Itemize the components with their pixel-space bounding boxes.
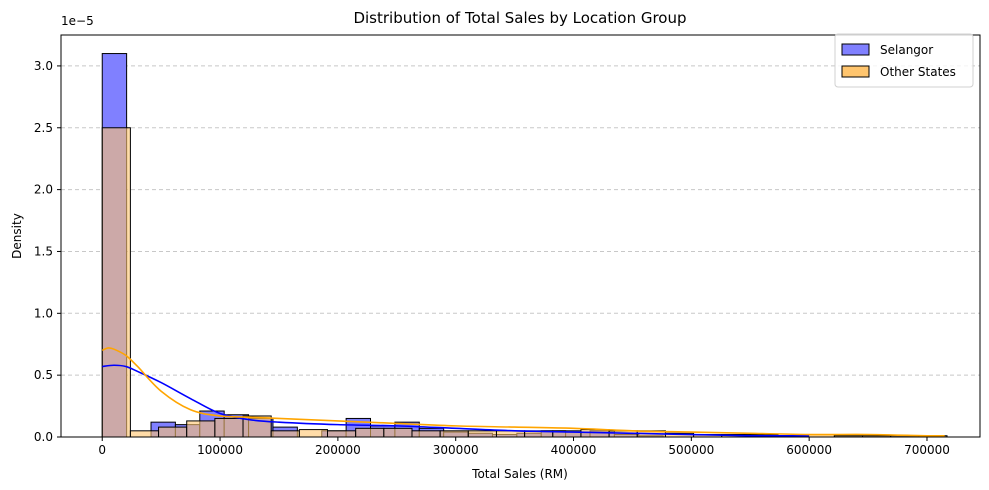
histogram-bar-other-states (298, 429, 329, 438)
legend-label-selangor: Selangor (880, 43, 933, 57)
histogram-bar-other-states (214, 417, 244, 438)
histogram-bars (101, 53, 948, 438)
x-tick-label: 300000 (433, 443, 479, 457)
kde-curves (101, 347, 945, 437)
y-tick-label: 1.0 (34, 306, 53, 320)
axes (60, 34, 981, 438)
y-tick-label: 3.0 (34, 59, 53, 73)
histogram-bar-other-states (101, 127, 131, 438)
kde-line-selangor (102, 364, 810, 437)
x-tick-label: 200000 (315, 443, 361, 457)
x-ticks: 0 100000 200000 300000 400000 500000 600000 700… (98, 437, 950, 457)
y-tick-label: 1.5 (34, 244, 53, 258)
histogram-bar-other-states (439, 430, 469, 438)
legend-swatch-selangor (841, 43, 870, 56)
legend-swatch-other-states (841, 65, 870, 78)
histogram-bar-other-states (355, 427, 385, 438)
axes-frame (60, 34, 981, 438)
chart-title: Distribution of Total Sales by Location … (353, 9, 686, 27)
histogram-bar-other-states (158, 426, 188, 438)
y-tick-label: 0.0 (34, 430, 53, 444)
histogram-bar-other-states (411, 430, 441, 438)
legend-frame (834, 33, 974, 88)
x-tick-label: 500000 (668, 443, 714, 457)
y-tick-label: 2.0 (34, 183, 53, 197)
x-axis-label: Total Sales (RM) (471, 467, 568, 481)
histogram-bar-other-states (383, 427, 413, 438)
y-ticks: 0.0 0.5 1.0 1.5 2.0 2.5 3.0 (34, 59, 61, 444)
x-tick-label: 100000 (197, 443, 243, 457)
kde-line-other-states (101, 347, 945, 437)
legend-label-other-states: Other States (880, 65, 956, 79)
histogram-bar-other-states (186, 420, 216, 438)
x-tick-label: 600000 (786, 443, 832, 457)
histogram-bar-other-states (129, 430, 160, 438)
legend: Selangor Other States (834, 33, 974, 88)
y-tick-label: 2.5 (34, 121, 53, 135)
y-tick-label: 0.5 (34, 368, 53, 382)
histogram-bar-other-states (467, 430, 497, 438)
y-grid (61, 65, 980, 376)
y-axis-label: Density (10, 213, 24, 259)
y-offset-label: 1e−5 (61, 14, 94, 28)
x-tick-label: 0 (98, 443, 106, 457)
histogram-bar-other-states (327, 430, 357, 438)
x-tick-label: 400000 (551, 443, 597, 457)
histogram-bar-other-states (270, 430, 300, 438)
x-tick-label: 700000 (904, 443, 950, 457)
